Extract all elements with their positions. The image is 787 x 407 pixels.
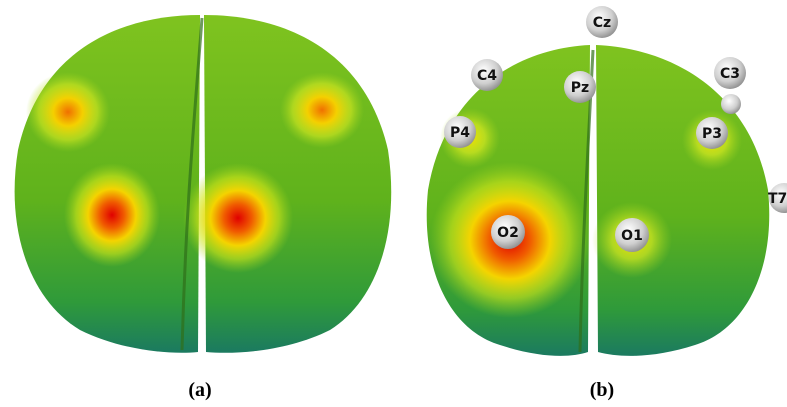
electrode: P3 bbox=[696, 117, 728, 149]
panel-caption: (a) bbox=[188, 379, 211, 401]
electrode: T7 bbox=[768, 183, 787, 213]
electrode: P4 bbox=[444, 116, 476, 148]
electrode-label: O2 bbox=[497, 225, 519, 241]
electrode-label: Cz bbox=[593, 15, 611, 31]
brain-a bbox=[14, 15, 392, 353]
electrode: Pz bbox=[564, 71, 596, 103]
electrode: O2 bbox=[491, 215, 525, 249]
electrode-label: P4 bbox=[450, 125, 470, 141]
electrode-label: O1 bbox=[621, 228, 643, 244]
electrode: C4 bbox=[471, 59, 503, 91]
electrode: O1 bbox=[615, 218, 649, 252]
electrode-label: P3 bbox=[702, 126, 722, 142]
electrode: C3 bbox=[714, 57, 746, 114]
electrode-label: C4 bbox=[477, 68, 497, 84]
electrode-label: T7 bbox=[768, 191, 787, 207]
panel-caption: (b) bbox=[590, 379, 614, 401]
electrode: Cz bbox=[586, 6, 618, 38]
electrode-label: C3 bbox=[720, 66, 740, 82]
electrode-label: Pz bbox=[571, 80, 589, 96]
brain-b bbox=[426, 45, 770, 356]
electrodes: Cz C4 Pz C3 P4 P3 O2 O1 T7 bbox=[444, 6, 787, 252]
